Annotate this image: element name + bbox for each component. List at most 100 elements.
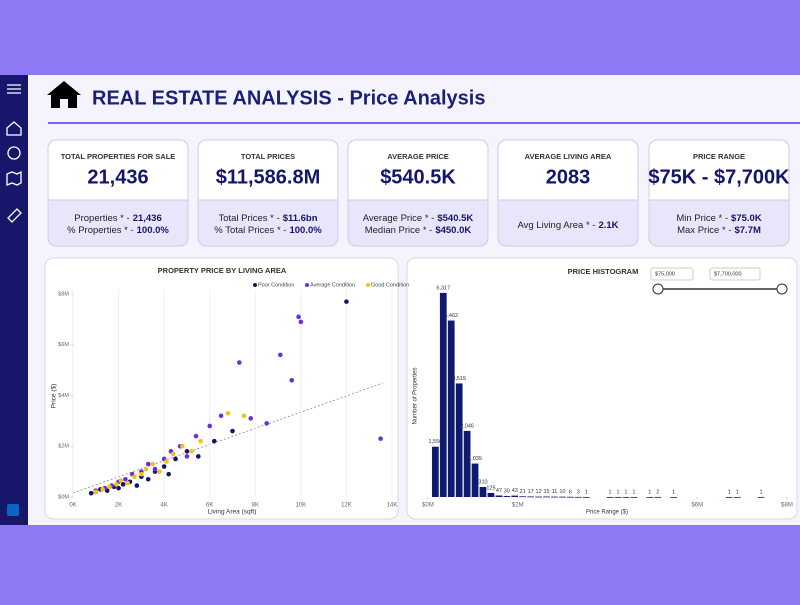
point (184, 454, 190, 459)
legend-marker (366, 283, 370, 287)
point (143, 466, 149, 472)
legend-marker (305, 283, 309, 287)
bar (670, 496, 677, 498)
card-top (348, 150, 488, 200)
card-line-value: 2.1K (598, 220, 618, 231)
point (198, 438, 203, 444)
value-label: 1 (672, 489, 675, 495)
slicer-max: $7,700,000 (714, 271, 742, 277)
bar (654, 496, 662, 498)
x-axis-title: Living Area (sqft) (208, 509, 257, 516)
value-label: 3,515 (452, 376, 466, 382)
card-line-label: Properties * - (74, 213, 129, 224)
bar (630, 496, 638, 498)
card-line: % Properties * -100.0% (67, 225, 169, 236)
bar (455, 383, 463, 497)
menu-icon[interactable] (7, 84, 21, 94)
value-label: 2,046 (460, 423, 474, 429)
card-line-value: $540.5K (437, 213, 473, 224)
x-tick-label: 2K (115, 503, 122, 509)
point (241, 413, 247, 419)
x-axis-title: Price Range ($) (586, 510, 628, 516)
value-label: 43 (512, 488, 518, 494)
point (93, 489, 99, 495)
point (378, 436, 383, 441)
bar (551, 496, 558, 498)
legend-marker (253, 283, 257, 287)
value-label: 1 (609, 489, 612, 495)
x-tick-label: $0M (422, 503, 434, 509)
bar (725, 496, 733, 498)
card-line: Average Price * - $540.5K (363, 213, 474, 224)
point (184, 449, 190, 454)
y-tick-label: $8M (58, 291, 69, 297)
slicer-min: $75,000 (655, 271, 675, 277)
point (207, 423, 213, 429)
map-icon[interactable] (6, 170, 22, 186)
value-label: 47 (496, 488, 502, 494)
value-label: 1,035 (468, 456, 482, 462)
value-label: 10 (559, 489, 565, 495)
slicer-handle[interactable] (776, 283, 788, 295)
card-line-label: % Total Prices * - (214, 225, 286, 236)
card-line-value: 100.0% (137, 225, 170, 236)
page-title: REAL ESTATE ANALYSIS - Price Analysis (92, 87, 485, 109)
slicer-max-box[interactable] (709, 267, 761, 281)
ruler-icon[interactable] (7, 208, 22, 223)
point (100, 487, 105, 492)
point (170, 451, 176, 457)
point (193, 433, 199, 439)
x-tick-label: 0K (69, 503, 76, 509)
point (278, 352, 283, 358)
card-line-label: % Properties * - (67, 225, 134, 236)
point (296, 314, 301, 320)
value-label: 15 (543, 489, 549, 495)
bar (559, 496, 566, 498)
value-label: 6 (569, 489, 572, 495)
home-icon[interactable] (6, 121, 22, 136)
value-label: 1 (616, 489, 619, 495)
card-line: Min Price * - $75.0K (676, 213, 762, 224)
point (230, 428, 235, 434)
card-title: AVERAGE LIVING AREA (525, 152, 612, 161)
point (248, 416, 254, 421)
slicer-min-box[interactable] (650, 267, 694, 281)
card-line-label: Average Price * - (363, 213, 435, 224)
point (150, 461, 156, 467)
legend-label: Average Condition (310, 282, 355, 288)
card-top (649, 150, 789, 200)
linkedin-icon[interactable] (7, 504, 19, 516)
card-value: 21,436 (87, 166, 148, 188)
card-top (198, 150, 338, 200)
bar (535, 496, 542, 498)
x-tick-label: 6K (206, 503, 213, 509)
value-label: 1 (759, 489, 762, 495)
point (113, 482, 119, 487)
card-top (48, 150, 188, 200)
point (164, 459, 169, 464)
point (116, 485, 121, 491)
value-label: 17 (528, 489, 534, 495)
card-title: TOTAL PROPERTIES FOR SALE (61, 152, 176, 161)
slicer-handle[interactable] (652, 283, 664, 295)
card-value: $11,586.8M (216, 166, 321, 188)
point (132, 474, 137, 480)
bar (646, 496, 654, 498)
point (189, 449, 194, 454)
value-label: 3 (577, 489, 580, 495)
bar (463, 430, 471, 497)
point (264, 421, 269, 426)
card-title: PRICE RANGE (693, 152, 745, 161)
trend-line (72, 382, 384, 494)
money-icon[interactable] (7, 146, 21, 160)
value-label: 1 (648, 489, 651, 495)
point (88, 490, 94, 496)
value-label: 5,462 (444, 313, 458, 319)
y-axis-title: Price ($) (51, 384, 58, 409)
card-line: Properties * - 21,436 (74, 213, 162, 224)
bar (543, 496, 550, 498)
card-line: Max Price * - $7.7M (677, 225, 761, 236)
card-top (498, 150, 638, 200)
point (298, 319, 304, 325)
point (166, 471, 171, 477)
